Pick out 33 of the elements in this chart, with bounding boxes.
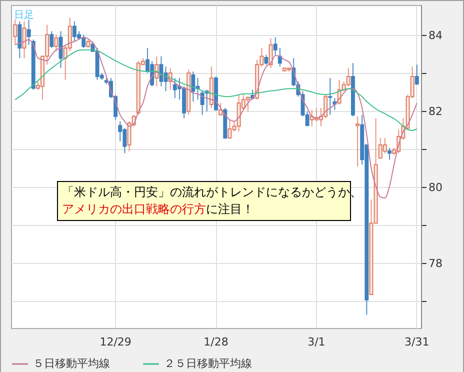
candlestick [218,102,223,116]
x-tick-label: 1/28 [204,336,228,348]
candlestick [388,147,392,160]
candlestick [26,19,31,46]
x-tick-label: 12/29 [100,336,132,348]
annotation: アメリカの出口戦略の行方 [62,202,206,216]
y-tick-label: 82 [428,104,442,118]
legend-label: ５日移動平均線 [33,357,110,370]
y-tick-label: 78 [428,256,442,270]
candlestick [356,116,360,167]
annotation: に注目！ [206,202,254,216]
candlestick [58,30,63,69]
candlestick [54,34,58,52]
callout-box: 「米ドル高・円安」の流れがトレンドになるかどうか、 アメリカの出口戦略の行方に注目！ [57,181,351,221]
text: 日足 [14,10,34,21]
candlestick [328,77,332,116]
x-tick-label: 3/31 [404,336,430,348]
candlestick [414,64,419,86]
candlestick [264,54,268,66]
candlestick [50,30,54,48]
candlestick [268,38,273,69]
x-tick-label: 3/1 [308,336,326,348]
candlestick [273,36,278,56]
candlestick [191,71,196,102]
candlestick [18,20,22,59]
candlestick [246,96,250,112]
candlestick [346,68,350,87]
candlestick [228,119,232,140]
legend-label: ２５日移動平均線 [164,357,252,370]
y-tick-label: 84 [428,28,442,42]
candlestick [82,34,86,48]
candlestick [13,19,18,46]
y-tick-label: 80 [428,180,442,194]
